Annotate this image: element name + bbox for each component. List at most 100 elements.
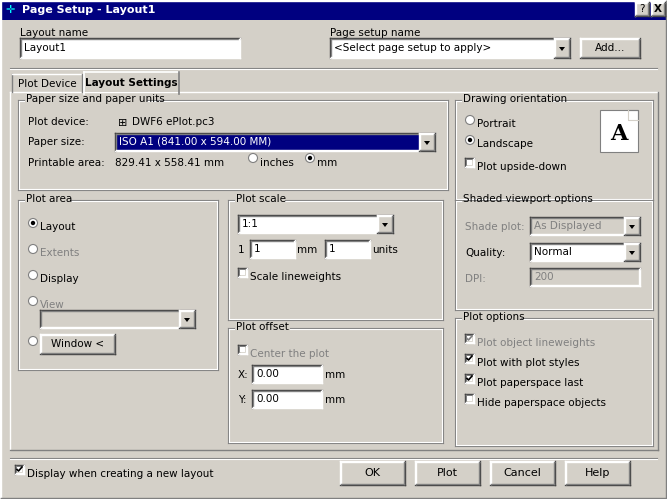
Circle shape <box>466 136 474 145</box>
Bar <box>10 92 658 450</box>
Text: Plot Device: Plot Device <box>18 79 76 89</box>
Text: Add...: Add... <box>595 43 625 53</box>
Bar <box>467 376 472 381</box>
Text: Paper size:: Paper size: <box>28 137 85 147</box>
Text: Cancel: Cancel <box>504 468 542 478</box>
Bar <box>179 310 195 328</box>
Text: 200: 200 <box>534 272 554 282</box>
Text: Page setup name: Page setup name <box>330 28 420 38</box>
Text: Display when creating a new layout: Display when creating a new layout <box>27 469 213 479</box>
Text: X: X <box>654 4 662 14</box>
Text: Hide paperspace objects: Hide paperspace objects <box>477 398 606 408</box>
Text: 0.00: 0.00 <box>256 369 279 379</box>
Bar <box>330 38 554 58</box>
Text: Quality:: Quality: <box>465 248 506 258</box>
Text: Layout Settings: Layout Settings <box>85 78 178 88</box>
Bar <box>624 243 640 261</box>
Text: 1:1: 1:1 <box>242 219 259 229</box>
Bar <box>467 356 472 361</box>
Text: Window <: Window < <box>51 339 104 349</box>
Text: Landscape: Landscape <box>477 139 533 149</box>
Circle shape <box>31 221 35 225</box>
Text: Layout: Layout <box>40 222 75 232</box>
Bar <box>12 72 82 92</box>
Text: Paper size and paper units: Paper size and paper units <box>26 94 165 104</box>
Text: Center the plot: Center the plot <box>250 349 329 359</box>
Bar <box>530 217 624 235</box>
Text: Plot object lineweights: Plot object lineweights <box>477 338 595 348</box>
Bar <box>490 461 555 485</box>
Circle shape <box>29 219 37 228</box>
Text: Scale lineweights: Scale lineweights <box>250 272 341 282</box>
Text: 1: 1 <box>254 244 261 254</box>
Bar <box>580 38 640 58</box>
Circle shape <box>307 156 312 160</box>
Text: Plot device:: Plot device: <box>28 117 89 127</box>
Circle shape <box>305 154 315 163</box>
Bar <box>651 2 665 16</box>
Text: inches: inches <box>260 158 294 168</box>
Bar <box>530 243 624 261</box>
Text: Plot with plot styles: Plot with plot styles <box>477 358 580 368</box>
Text: View: View <box>40 300 65 310</box>
Text: ✛: ✛ <box>5 5 15 15</box>
Text: ⊞: ⊞ <box>118 118 127 128</box>
Text: DWF6 ePlot.pc3: DWF6 ePlot.pc3 <box>132 117 215 127</box>
Bar <box>240 347 245 352</box>
Text: Normal: Normal <box>534 247 572 257</box>
Polygon shape <box>382 223 388 227</box>
Bar <box>340 461 405 485</box>
Text: Plot: Plot <box>437 468 458 478</box>
Bar <box>0 0 667 20</box>
Text: mm: mm <box>325 395 346 405</box>
Text: Extents: Extents <box>40 248 79 258</box>
Text: Help: Help <box>585 468 610 478</box>
Circle shape <box>29 296 37 305</box>
Circle shape <box>249 154 257 163</box>
Polygon shape <box>424 141 430 145</box>
Text: ISO A1 (841.00 x 594.00 MM): ISO A1 (841.00 x 594.00 MM) <box>119 137 271 147</box>
Text: 829.41 x 558.41 mm: 829.41 x 558.41 mm <box>115 158 224 168</box>
Bar <box>20 38 240 58</box>
Text: Portrait: Portrait <box>477 119 516 129</box>
Text: 1: 1 <box>329 244 336 254</box>
Bar <box>252 365 322 383</box>
Text: units: units <box>372 245 398 255</box>
Bar <box>467 336 472 341</box>
Text: X:: X: <box>238 370 249 380</box>
Text: A: A <box>610 123 628 145</box>
Text: 0.00: 0.00 <box>256 394 279 404</box>
Text: mm: mm <box>325 370 346 380</box>
Text: Plot options: Plot options <box>463 312 525 322</box>
Circle shape <box>29 270 37 279</box>
Bar <box>325 240 370 258</box>
Bar <box>530 268 640 286</box>
Bar <box>467 396 472 401</box>
Circle shape <box>468 138 472 142</box>
Polygon shape <box>184 318 190 322</box>
Bar <box>240 270 245 275</box>
Text: Plot upside-down: Plot upside-down <box>477 162 567 172</box>
Bar <box>624 217 640 235</box>
Text: Drawing orientation: Drawing orientation <box>463 94 567 104</box>
Text: Printable area:: Printable area: <box>28 158 105 168</box>
Polygon shape <box>629 251 635 255</box>
Circle shape <box>29 245 37 253</box>
Bar <box>238 215 377 233</box>
Circle shape <box>29 336 37 345</box>
Text: <Select page setup to apply>: <Select page setup to apply> <box>334 43 492 53</box>
Text: mm: mm <box>317 158 338 168</box>
Text: Y:: Y: <box>238 395 247 405</box>
Bar <box>115 133 419 151</box>
Bar <box>377 215 393 233</box>
Text: Plot scale: Plot scale <box>236 194 286 204</box>
Text: Plot paperspace last: Plot paperspace last <box>477 378 583 388</box>
Text: Shade plot:: Shade plot: <box>465 222 525 232</box>
Bar <box>250 240 295 258</box>
Polygon shape <box>559 47 565 51</box>
Text: DPI:: DPI: <box>465 274 486 284</box>
Text: Display: Display <box>40 274 79 284</box>
Bar <box>419 133 435 151</box>
Text: Page Setup - Layout1: Page Setup - Layout1 <box>22 5 155 15</box>
Text: Plot offset: Plot offset <box>236 322 289 332</box>
